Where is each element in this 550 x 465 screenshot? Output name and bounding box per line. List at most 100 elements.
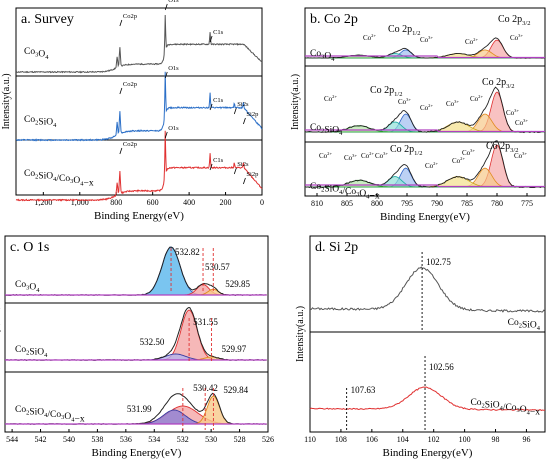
peak-arrow — [243, 117, 246, 125]
series-label: Co2SiO4/Co3O4−x — [310, 182, 380, 202]
subplot-frame — [15, 139, 263, 196]
x-tick-label: 534 — [148, 435, 160, 444]
x-tick-label: 538 — [91, 435, 103, 444]
survey-line — [15, 71, 263, 142]
subplot-frame — [4, 302, 269, 373]
series-label: Co2SiO4 — [310, 123, 343, 137]
x-tick-label: 200 — [220, 198, 232, 207]
x-tick-label: 96 — [522, 435, 530, 444]
peak-value-label: 107.63 — [351, 385, 376, 395]
x-tick-label: 600 — [147, 198, 159, 207]
panel-c: 544 542 540 538 536 534 532 530 528 526 c. O 1s Bin… — [0, 235, 274, 459]
x-tick-label: 800 — [110, 198, 122, 207]
panel-b: 810 805 800 795 790 785 780 775 b. Co 2p Binding … — [290, 7, 546, 223]
peak-arrow — [209, 103, 213, 111]
peak-arrow — [164, 3, 168, 11]
x-tick-label: 795 — [401, 199, 413, 208]
x-tick-label: 775 — [521, 199, 533, 208]
peak-label: C1s — [213, 29, 224, 36]
peak-label: Co2p — [123, 13, 137, 20]
x-tick-label: 536 — [120, 435, 132, 444]
x-tick-label: 542 — [35, 435, 47, 444]
component-label: Co 2p1/2 — [388, 24, 420, 37]
spectrum-line — [309, 386, 546, 411]
component-label: Co 2p3/2 — [482, 77, 514, 90]
component-label: Co 2p3/2 — [498, 14, 530, 27]
component-label: Co3+ — [446, 99, 459, 108]
peak-label: C1s — [213, 157, 224, 164]
peak-value-label: 529.97 — [222, 344, 247, 354]
series-label: Co2SiO4 — [508, 318, 541, 332]
x-axis-label: Binding Energy(eV) — [383, 447, 473, 459]
series-label: Co3O4 — [15, 280, 40, 294]
x-tick-label: 98 — [492, 435, 500, 444]
envelope-line — [305, 37, 546, 59]
y-axis-label: Intensity(a.u.) — [295, 306, 306, 362]
x-tick-label: 0 — [260, 198, 264, 207]
panel-a: 1,200 1,000 800 600 400 200 0 a. Survey Binding … — [1, 0, 264, 222]
series-label: Co2SiO4 — [15, 345, 48, 359]
peak-arrow — [119, 19, 123, 27]
x-tick-label: 800 — [371, 199, 383, 208]
panel-title: a. Survey — [21, 12, 74, 27]
peak-arrow — [119, 147, 123, 155]
peak-arrow — [209, 163, 213, 171]
y-axis-label: Intensity(a.u.) — [290, 74, 301, 130]
series-label: Co3O4 — [24, 47, 49, 61]
subplot-frame — [309, 331, 546, 433]
component-label: Co2+ — [470, 94, 483, 103]
baseline-line — [305, 55, 545, 59]
envelope-line — [304, 140, 546, 189]
survey-line — [15, 14, 263, 74]
panel-title: c. O 1s — [10, 240, 49, 255]
y-axis-label: Intensity(a.u.) — [1, 73, 12, 129]
baseline-line — [305, 184, 545, 188]
peak-value-label: 531.55 — [193, 317, 218, 327]
peak-value-label: 102.56 — [429, 362, 454, 372]
component-label: Co3+ — [510, 33, 523, 42]
x-tick-label: 544 — [6, 435, 18, 444]
x-tick-label: 526 — [262, 435, 274, 444]
x-tick-label: 805 — [341, 199, 353, 208]
x-tick-label: 1,200 — [34, 198, 52, 207]
baseline-line — [305, 129, 545, 133]
peak-label: O1s — [168, 65, 179, 72]
peak-arrow — [233, 167, 237, 175]
x-tick-label: 810 — [311, 199, 323, 208]
x-tick-label: 400 — [183, 198, 195, 207]
peak-label: Si2s — [237, 101, 249, 108]
subplot-frame — [4, 371, 269, 433]
y-axis-label: Intensity(a.u.) — [0, 306, 1, 362]
peak-value-label: 529.85 — [225, 279, 250, 289]
subplot-frame — [304, 141, 546, 197]
component-label: Co2+ — [363, 33, 376, 42]
x-tick-label: 102 — [428, 435, 440, 444]
component-label: Co2+ — [452, 156, 465, 165]
x-tick-label: 540 — [63, 435, 75, 444]
peak-arrow — [119, 87, 123, 95]
peak-arrow — [164, 71, 168, 79]
spectrum-line — [309, 266, 546, 313]
peak-value-label: 102.75 — [426, 257, 451, 267]
peak-value-label: 532.82 — [175, 247, 200, 257]
peak-label: Co2p — [123, 141, 137, 148]
peak-value-label: 530.57 — [205, 262, 230, 272]
x-tick-label: 106 — [366, 435, 378, 444]
x-tick-label: 530 — [205, 435, 217, 444]
component-label: Co2+ — [361, 151, 374, 160]
x-tick-label: 528 — [234, 435, 246, 444]
component-label: Co3+ — [506, 108, 519, 117]
peak-label: O1s — [168, 125, 179, 132]
peak-arrow — [164, 131, 168, 139]
component-label: Co2+ — [319, 151, 332, 160]
peak-label: O1s — [168, 0, 179, 4]
peak-label: Si2p — [246, 171, 258, 178]
series-label: Co2SiO4/Co3O4−x — [24, 169, 94, 189]
peak-label: Si2p — [246, 111, 258, 118]
component-label: Co3+ — [515, 118, 528, 127]
x-tick-label: 532 — [177, 435, 189, 444]
series-label: Co2SiO4/Co3O4−x — [470, 398, 540, 418]
x-tick-label: 1,000 — [71, 198, 89, 207]
series-label: Co2SiO4/Co3O4−x — [15, 405, 85, 425]
